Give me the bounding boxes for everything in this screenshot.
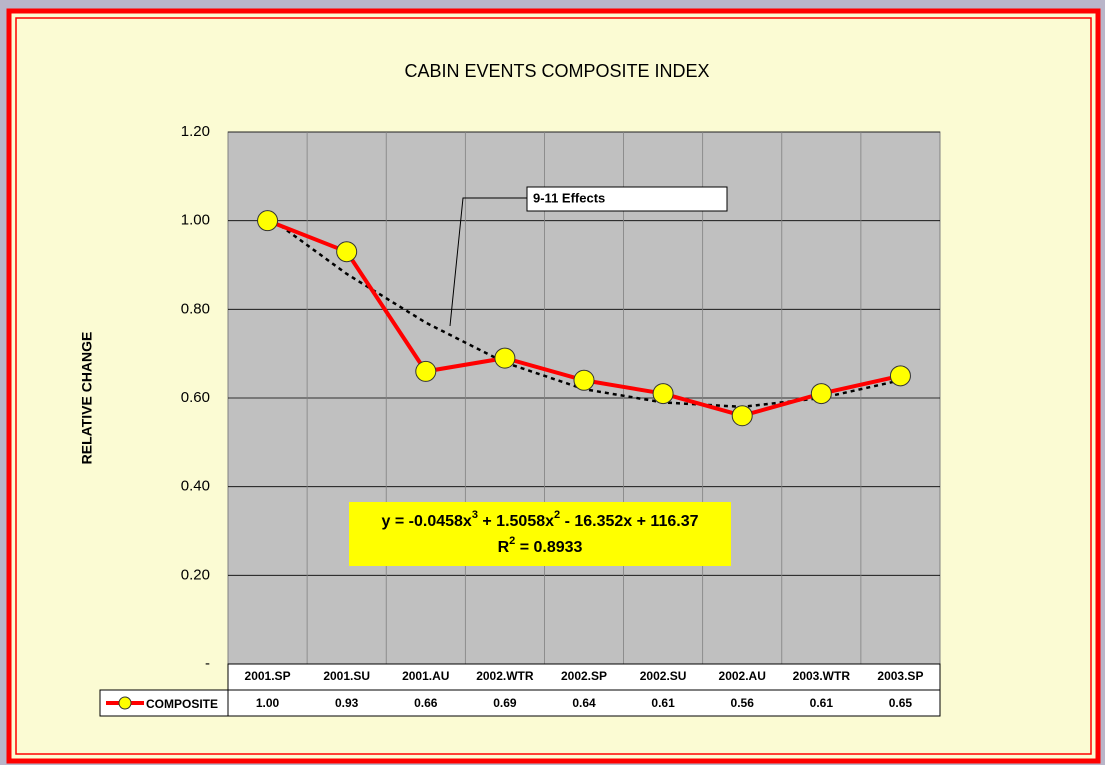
x-tick-label: 2003.SP: [877, 669, 923, 683]
callout-box: [526, 186, 728, 212]
table-value: 0.64: [572, 696, 596, 710]
r-squared-part: = 0.8933: [515, 539, 582, 556]
data-point: [810, 383, 832, 405]
x-tick-label: 2001.AU: [402, 669, 449, 683]
callout-text: 9-11 Effects: [533, 190, 605, 205]
x-tick-label: 2002.SP: [561, 669, 607, 683]
r-squared-part: R: [498, 539, 510, 556]
data-point: [257, 210, 279, 232]
y-tick-label: 0.20: [181, 566, 210, 583]
y-tick-label: -: [205, 655, 210, 672]
table-value: 0.66: [414, 696, 438, 710]
y-axis-label: RELATIVE CHANGE: [79, 332, 95, 465]
data-point: [494, 347, 516, 369]
table-header-row: [227, 663, 941, 691]
table-value: 1.00: [256, 696, 280, 710]
table-value: 0.61: [810, 696, 834, 710]
table-value: 0.61: [651, 696, 675, 710]
table-value: 0.65: [889, 696, 913, 710]
trend-equation: y = -0.0458x3 + 1.5058x2 - 16.352x + 116…: [382, 509, 699, 530]
y-tick-label: 0.60: [181, 389, 210, 406]
table-value: 0.69: [493, 696, 517, 710]
x-tick-label: 2001.SP: [245, 669, 291, 683]
x-tick-label: 2002.SU: [640, 669, 687, 683]
table-value-row: [99, 689, 941, 717]
trend-equation-part: 3: [472, 509, 478, 521]
data-point: [731, 405, 753, 427]
chart-title: CABIN EVENTS COMPOSITE INDEX: [404, 61, 709, 81]
trend-equation-part: + 1.5058x: [478, 513, 554, 530]
data-point: [415, 360, 437, 382]
table-value: 0.93: [335, 696, 359, 710]
legend-label: COMPOSITE: [146, 697, 218, 711]
x-tick-label: 2002.WTR: [476, 669, 534, 683]
chart-frame-inner: [15, 17, 1092, 755]
trend-equation-part: 2: [554, 509, 560, 521]
x-tick-label: 2003.WTR: [793, 669, 851, 683]
callout-leader: [449, 197, 527, 327]
r-squared: R2 = 0.8933: [498, 535, 583, 556]
table-value: 0.56: [731, 696, 755, 710]
r-squared-part: 2: [509, 535, 515, 547]
y-tick-label: 0.40: [181, 478, 210, 495]
trend-equation-part: y = -0.0458x: [382, 513, 472, 530]
legend-marker: [118, 696, 132, 710]
x-tick-label: 2002.AU: [719, 669, 766, 683]
data-point: [652, 383, 674, 405]
equation-box: [349, 502, 731, 566]
data-point: [336, 241, 358, 263]
trend-equation-part: - 16.352x + 116.37: [560, 513, 698, 530]
data-point: [889, 365, 911, 387]
x-tick-label: 2001.SU: [323, 669, 370, 683]
y-tick-label: 0.80: [181, 300, 210, 317]
y-tick-label: 1.00: [181, 212, 210, 229]
y-tick-label: 1.20: [181, 123, 210, 140]
data-point: [573, 369, 595, 391]
